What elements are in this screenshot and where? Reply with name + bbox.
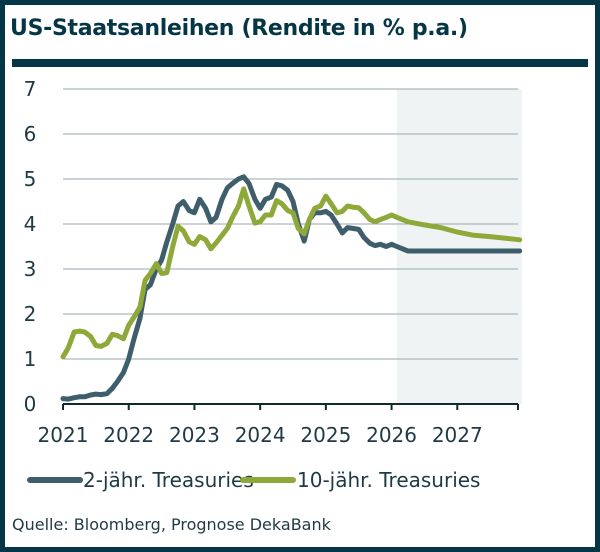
forecast-region-layer — [396, 89, 522, 404]
x-tick-label: 2024 — [235, 423, 286, 447]
y-tick-label: 2 — [24, 302, 37, 326]
y-tick-label: 3 — [24, 257, 37, 281]
x-tick-label: 2027 — [432, 423, 483, 447]
x-axis — [62, 403, 519, 410]
legend-label-2y: 2-jähr. Treasuries — [83, 468, 254, 492]
gridlines — [63, 88, 518, 360]
y-tick-label: 6 — [24, 122, 37, 146]
y-tick-label: 7 — [24, 77, 37, 101]
series-line-2y — [60, 174, 523, 402]
legend: 2-jähr. Treasuries 10-jähr. Treasuries — [27, 468, 480, 492]
series-line-10y — [60, 186, 523, 360]
source-note: Quelle: Bloomberg, Prognose DekaBank — [12, 515, 331, 534]
x-axis-tick-labels: 2021 2022 2023 2024 2025 2026 2027 — [38, 423, 483, 447]
x-tick-label: 2022 — [103, 423, 154, 447]
chart-title: US-Staatsanleihen (Rendite in % p.a.) — [10, 16, 468, 41]
series-lines — [60, 174, 523, 402]
x-tick-label: 2023 — [169, 423, 220, 447]
y-tick-label: 0 — [24, 392, 37, 416]
title-divider — [12, 59, 588, 67]
legend-label-10y: 10-jähr. Treasuries — [297, 468, 480, 492]
forecast-region — [396, 89, 522, 404]
y-tick-label: 1 — [24, 347, 37, 371]
y-tick-label: 5 — [24, 167, 37, 191]
y-tick-label: 4 — [24, 212, 37, 236]
x-tick-label: 2026 — [366, 423, 417, 447]
x-tick-label: 2025 — [300, 423, 351, 447]
x-tick-label: 2021 — [38, 423, 89, 447]
y-axis-tick-labels: 0 1 2 3 4 5 6 7 — [24, 77, 37, 416]
